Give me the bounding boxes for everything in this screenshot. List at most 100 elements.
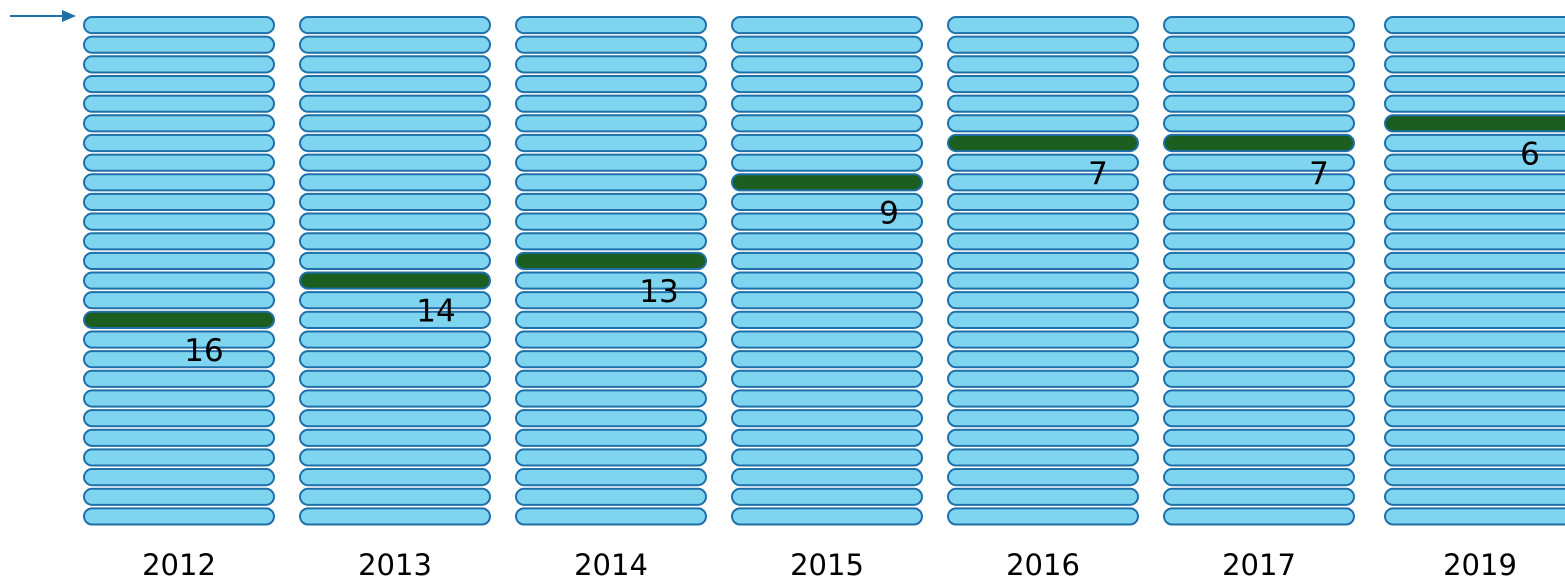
rank-slot: [947, 291, 1139, 310]
columns: 16 2012 14 2013 13 2014 9 2015 7 2016 7 2017 6 2019: [83, 16, 1565, 581]
x-tick-label: 2014: [574, 548, 648, 581]
rank-slot: [83, 389, 275, 408]
x-tick-label: 2013: [358, 548, 432, 581]
rank-slot: [947, 192, 1139, 212]
highlighted-rank-bar: [1163, 133, 1355, 153]
x-tick-label: 2017: [1222, 548, 1296, 581]
rank-slot: [947, 271, 1139, 290]
rank-slot: [83, 350, 275, 369]
rank-slot: [947, 74, 1139, 94]
rank-slot: [1163, 291, 1355, 310]
rank-slot: [1384, 369, 1565, 388]
rank-slot: [1384, 74, 1565, 94]
rank-slot: [731, 448, 923, 467]
rank-slot: [83, 468, 275, 487]
rank-slot: [515, 409, 707, 428]
rank-value-label: 7: [1309, 156, 1329, 192]
rank-slot: [731, 271, 923, 290]
rank-slot: [947, 330, 1139, 349]
rank-slot: [731, 192, 923, 212]
rank-slot: [299, 192, 491, 212]
year-column-2012: 16 2012: [83, 16, 275, 581]
rank-value-label: 9: [879, 195, 899, 231]
rank-slot: [515, 487, 707, 506]
rank-slot: [731, 94, 923, 113]
rank-slot: [947, 212, 1139, 231]
rank-slot: [83, 74, 275, 94]
rank-slot: [299, 251, 491, 271]
rank-slot: [731, 507, 923, 526]
rank-slot: [1163, 153, 1355, 172]
rank-slot: [1163, 487, 1355, 506]
rank-slot: [731, 428, 923, 447]
rank-slot: [83, 507, 275, 526]
rank-slot: [1384, 448, 1565, 467]
rank-slot: [299, 369, 491, 388]
rank-slot: [515, 330, 707, 349]
rank-slot: [947, 94, 1139, 113]
rank-slot: [1384, 350, 1565, 369]
rank-slot: [1384, 173, 1565, 192]
rank-slot: [299, 291, 491, 310]
rank-slot: [83, 428, 275, 447]
rank-slot: [299, 487, 491, 506]
rank-slot: [947, 114, 1139, 133]
rank-slot: [515, 35, 707, 54]
rank-slot: [947, 448, 1139, 467]
rank-slot: [1163, 448, 1355, 467]
rank-slot: [515, 192, 707, 212]
rank-slot: [299, 350, 491, 369]
rank-slot: [515, 114, 707, 133]
rank-slot: [731, 468, 923, 487]
rank-slot: [299, 330, 491, 349]
rank-slot: [1163, 35, 1355, 54]
rank-slot: [1384, 389, 1565, 408]
x-tick-label: 2016: [1006, 548, 1080, 581]
rank-slot: [1163, 389, 1355, 408]
rank-slot: [299, 74, 491, 94]
year-column-2013: 14 2013: [299, 16, 491, 581]
rank-slot: [731, 291, 923, 310]
highlighted-rank-bar: [947, 133, 1139, 153]
rank-slot: [1163, 192, 1355, 212]
rank-slot: [83, 173, 275, 192]
x-tick-label: 2012: [142, 548, 216, 581]
rank-slot: [1384, 507, 1565, 526]
rank-slot: [1163, 330, 1355, 349]
rank-slot: [83, 448, 275, 467]
rank-slot: [299, 448, 491, 467]
rank-slot: [1384, 409, 1565, 428]
rank-slot: [1163, 16, 1355, 35]
rank-slot: [515, 16, 707, 35]
rank-slot: [299, 94, 491, 113]
rank-slot: [515, 212, 707, 231]
rank-slot: [731, 389, 923, 408]
rank-slot: [1163, 310, 1355, 329]
rank-slot: [731, 350, 923, 369]
year-column-2015: 9 2015: [731, 16, 923, 581]
rank-slot: [947, 16, 1139, 35]
rank-slot: [1163, 369, 1355, 388]
rank-slot: [947, 428, 1139, 447]
rank-slot: [1384, 192, 1565, 212]
rank-slot: [731, 487, 923, 506]
rank-slot: [947, 251, 1139, 271]
rank-slot: [83, 232, 275, 251]
rank-slot: [1384, 16, 1565, 35]
rank-slot: [1384, 153, 1565, 172]
rank-slot: [947, 153, 1139, 172]
rank-slot: [515, 448, 707, 467]
rank-slot: [1163, 468, 1355, 487]
rank-slot: [731, 212, 923, 231]
rank-slot: [1384, 251, 1565, 270]
rank-slot: [515, 153, 707, 172]
rank-slot: [515, 428, 707, 447]
rank-slot: [515, 74, 707, 94]
rank-slot: [515, 94, 707, 113]
rank-slot: [1163, 409, 1355, 428]
rank-slot: [299, 310, 491, 329]
rank-slot: [83, 251, 275, 271]
rank-slot: [1384, 94, 1565, 113]
rank-slot: [515, 291, 707, 310]
